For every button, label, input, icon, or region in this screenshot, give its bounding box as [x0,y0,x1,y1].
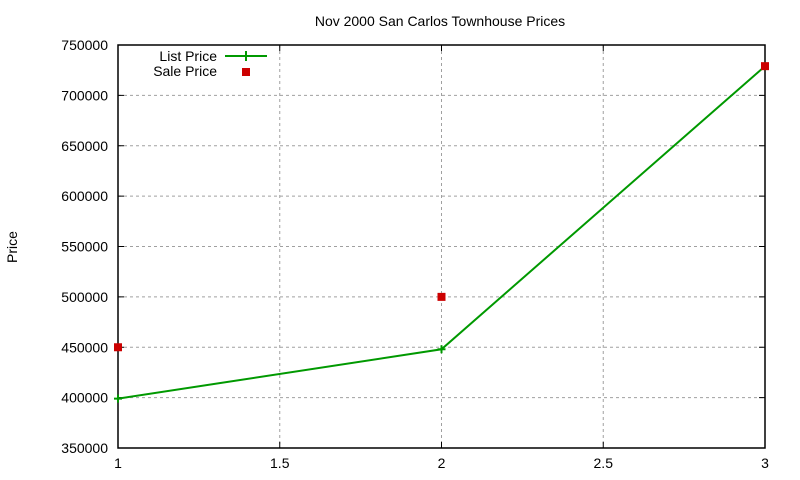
y-tick-label: 700000 [61,87,108,103]
axes: 350000 400000 450000 500000 550000 600000 6500… [61,37,769,471]
y-tick-label: 500000 [61,289,108,305]
y-tick-label: 400000 [61,390,108,406]
x-tick-label: 2 [438,455,446,471]
x-tick-label: 2.5 [594,455,614,471]
sale-price-point [114,343,122,352]
x-tick-label: 1.5 [270,455,290,471]
chart-title: Nov 2000 San Carlos Townhouse Prices [315,13,565,29]
plot-border [117,44,766,449]
legend: List Price Sale Price [153,48,267,79]
sale-price-point [761,62,769,71]
y-tick-label: 450000 [61,339,108,355]
x-tick-label: 3 [761,455,769,471]
y-tick-label: 650000 [61,138,108,154]
y-axis-label: Price [4,231,20,263]
y-tick-label: 350000 [61,440,108,456]
legend-sale-price-label: Sale Price [153,63,217,79]
y-tick-label: 600000 [61,188,108,204]
x-tick-label: 1 [114,455,122,471]
sale-price-point [437,292,446,301]
legend-sale-price-marker [242,68,250,76]
grid-lines [118,45,765,448]
y-tick-label: 550000 [61,239,108,255]
y-tick-label: 750000 [61,37,108,53]
data-series [114,62,769,403]
legend-list-price-label: List Price [159,48,217,64]
